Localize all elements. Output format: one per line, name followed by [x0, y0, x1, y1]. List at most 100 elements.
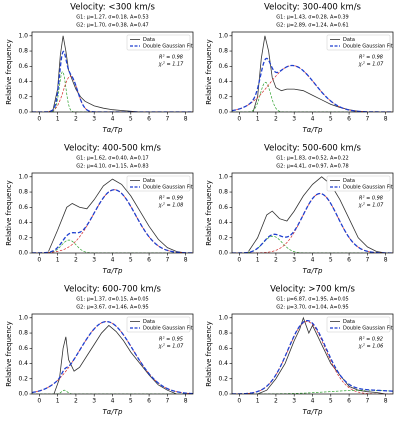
y-tick-label: 0.0	[218, 109, 228, 116]
fit-line	[32, 189, 193, 253]
y-tick-label: 1.0	[218, 32, 228, 39]
legend-label: Data	[343, 319, 355, 325]
gaussian-component	[232, 235, 393, 253]
panel: Velocity: 500-600 km/s G1: μ=1.83, σ=0.52…	[205, 144, 394, 275]
legend-label: Double Gaussian Fit	[343, 185, 393, 191]
chi2-annotation: χᵣ² = 1.07	[358, 203, 385, 209]
x-tick-label: 8	[184, 398, 188, 405]
chi2-annotation: χᵣ² = 1.06	[358, 344, 384, 350]
data-line	[48, 178, 186, 253]
chi2-annotation: χᵣ² = 1.17	[158, 62, 185, 68]
x-tick-label: 7	[165, 116, 169, 123]
x-tick-label: 5	[129, 257, 133, 264]
y-axis-label: Relative frequency	[5, 321, 13, 387]
y-tick-label: 1.0	[218, 173, 228, 180]
legend-box	[126, 34, 191, 51]
fit-line	[32, 320, 193, 394]
axes-frame	[231, 31, 394, 113]
legend-box	[126, 175, 191, 192]
fit-line	[32, 50, 193, 112]
gaussian-component	[32, 71, 193, 112]
plot-area	[232, 316, 393, 394]
chart-title: Velocity: 600-700 km/s	[64, 285, 162, 295]
panel: Velocity: 400-500 km/s G1: μ=1.62, σ=0.40…	[5, 144, 194, 275]
x-tick-label: 6	[347, 257, 351, 264]
data-line	[257, 316, 386, 394]
x-tick-label: 4	[111, 116, 115, 123]
y-axis-label: Relative frequency	[5, 39, 13, 105]
y-axis-label: Relative frequency	[205, 180, 213, 246]
component-label: G2: μ=1.70, σ=0.38, A=0.47	[76, 23, 148, 29]
chart-title: Velocity: <300 km/s	[70, 3, 155, 13]
data-line	[248, 176, 386, 253]
x-tick-label: 0	[237, 116, 241, 123]
x-tick-label: 5	[129, 398, 133, 405]
y-tick-label: 0.6	[218, 345, 228, 352]
y-tick-label: 0.0	[18, 250, 28, 257]
y-tick-label: 0.4	[218, 360, 228, 367]
y-tick-label: 0.8	[218, 330, 228, 337]
y-axis-label: Relative frequency	[205, 321, 213, 387]
component-label: G2: μ=4.10, σ=1.15, A=0.83	[76, 164, 148, 170]
gaussian-component	[232, 321, 393, 394]
data-line	[53, 324, 177, 394]
y-tick-label: 0.6	[18, 345, 28, 352]
gaussian-component	[32, 239, 193, 253]
legend-label: Data	[143, 178, 155, 184]
component-label: G2: μ=3.67, σ=1.46, A=0.95	[76, 305, 148, 311]
chart-title: Velocity: >700 km/s	[270, 285, 355, 295]
y-tick-label: 0.4	[218, 78, 228, 85]
y-tick-label: 0.4	[18, 78, 28, 85]
y-tick-label: 0.0	[218, 391, 228, 398]
x-tick-label: 6	[347, 398, 351, 405]
panel: Velocity: <300 km/s G1: μ=1.27, σ=0.18, A…	[5, 3, 194, 134]
x-tick-label: 0	[37, 398, 41, 405]
x-axis-label: Tα/Tp	[303, 408, 324, 416]
chart-title: Velocity: 400-500 km/s	[64, 144, 162, 154]
x-tick-label: 8	[384, 116, 388, 123]
data-line	[48, 35, 140, 112]
y-tick-label: 1.0	[18, 32, 28, 39]
y-tick-label: 0.8	[18, 330, 28, 337]
axes-frame	[31, 313, 194, 395]
r2-annotation: R² = 0.99	[159, 196, 183, 202]
panel: Velocity: 600-700 km/s G1: μ=1.37, σ=0.15…	[5, 285, 194, 416]
legend-label: Double Gaussian Fit	[343, 326, 393, 332]
x-tick-label: 6	[347, 116, 351, 123]
x-tick-label: 3	[292, 257, 296, 264]
y-tick-label: 0.4	[18, 360, 28, 367]
x-tick-label: 1	[56, 257, 60, 264]
x-tick-label: 8	[184, 116, 188, 123]
y-tick-label: 0.6	[18, 204, 28, 211]
y-tick-label: 0.2	[18, 234, 28, 241]
y-tick-label: 1.0	[18, 314, 28, 321]
axes-frame	[231, 172, 394, 254]
component-label: G1: μ=1.37, σ=0.15, A=0.05	[76, 297, 148, 303]
legend-label: Double Gaussian Fit	[143, 326, 193, 332]
y-tick-label: 0.2	[18, 93, 28, 100]
y-axis-label: Relative frequency	[205, 39, 213, 105]
panel: Velocity: 300-400 km/s G1: μ=1.43, σ=0.28…	[205, 3, 394, 134]
gaussian-component	[32, 321, 193, 394]
axes-frame	[31, 31, 194, 113]
y-tick-label: 0.8	[18, 48, 28, 55]
y-tick-label: 0.2	[218, 93, 228, 100]
x-tick-label: 4	[311, 116, 315, 123]
x-tick-label: 5	[329, 116, 333, 123]
x-tick-label: 1	[56, 398, 60, 405]
legend-label: Double Gaussian Fit	[343, 44, 393, 50]
legend-label: Double Gaussian Fit	[143, 44, 193, 50]
chi2-annotation: χᵣ² = 1.07	[358, 62, 385, 68]
plot-area	[32, 35, 193, 112]
y-tick-label: 0.6	[218, 204, 228, 211]
plot-area	[232, 176, 393, 253]
x-tick-label: 4	[311, 398, 315, 405]
x-tick-label: 7	[365, 398, 369, 405]
x-tick-label: 7	[365, 116, 369, 123]
x-tick-label: 4	[111, 257, 115, 264]
legend-label: Data	[143, 37, 155, 43]
y-tick-label: 0.4	[218, 219, 228, 226]
y-tick-label: 0.2	[218, 234, 228, 241]
x-axis-label: Tα/Tp	[303, 126, 324, 134]
